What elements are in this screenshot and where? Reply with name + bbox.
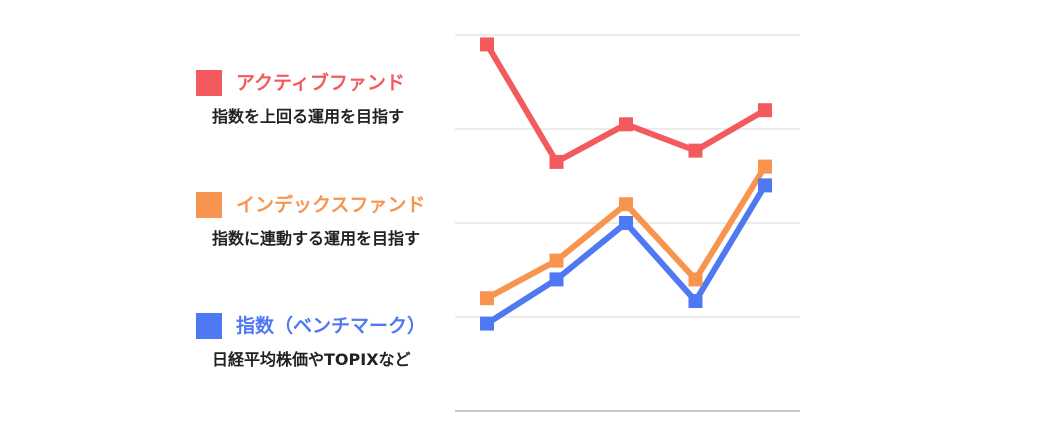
legend-label-active-fund: アクティブファンド	[236, 72, 405, 94]
legend-swatch-active-fund	[196, 70, 222, 96]
data-point-benchmark-4	[688, 294, 703, 309]
data-point-benchmark-2	[549, 272, 564, 287]
legend-label-benchmark: 指数（ベンチマーク）	[236, 315, 427, 337]
data-point-index_fund-4	[688, 272, 703, 287]
chart-series-lines	[484, 42, 768, 327]
legend-swatch-index-fund	[196, 192, 222, 218]
data-point-index_fund-2	[549, 253, 564, 268]
legend-description-benchmark: 日経平均株価やTOPIXなど	[212, 350, 411, 369]
data-point-active-4	[688, 143, 703, 158]
legend-description-active-fund: 指数を上回る運用を目指す	[212, 107, 405, 126]
chart-data-points	[480, 37, 772, 331]
legend-label-index-fund: インデックスファンド	[236, 194, 426, 216]
data-point-benchmark-5	[758, 178, 772, 193]
data-point-benchmark-1	[480, 316, 494, 331]
data-point-active-3	[619, 117, 633, 132]
legend: アクティブファンド 指数を上回る運用を目指す インデックスファンド 指数に連動す…	[0, 0, 450, 428]
legend-description-index-fund: 指数に連動する運用を目指す	[212, 229, 421, 248]
data-point-active-1	[480, 37, 494, 52]
data-point-active-5	[758, 103, 772, 118]
legend-swatch-benchmark	[196, 313, 222, 339]
series-line-index_fund	[485, 165, 768, 301]
data-point-index_fund-5	[758, 159, 772, 174]
data-point-index_fund-1	[480, 291, 494, 306]
data-point-benchmark-3	[619, 216, 633, 230]
series-line-active	[484, 42, 767, 165]
data-point-active-2	[549, 154, 564, 169]
data-point-index_fund-3	[619, 197, 633, 212]
